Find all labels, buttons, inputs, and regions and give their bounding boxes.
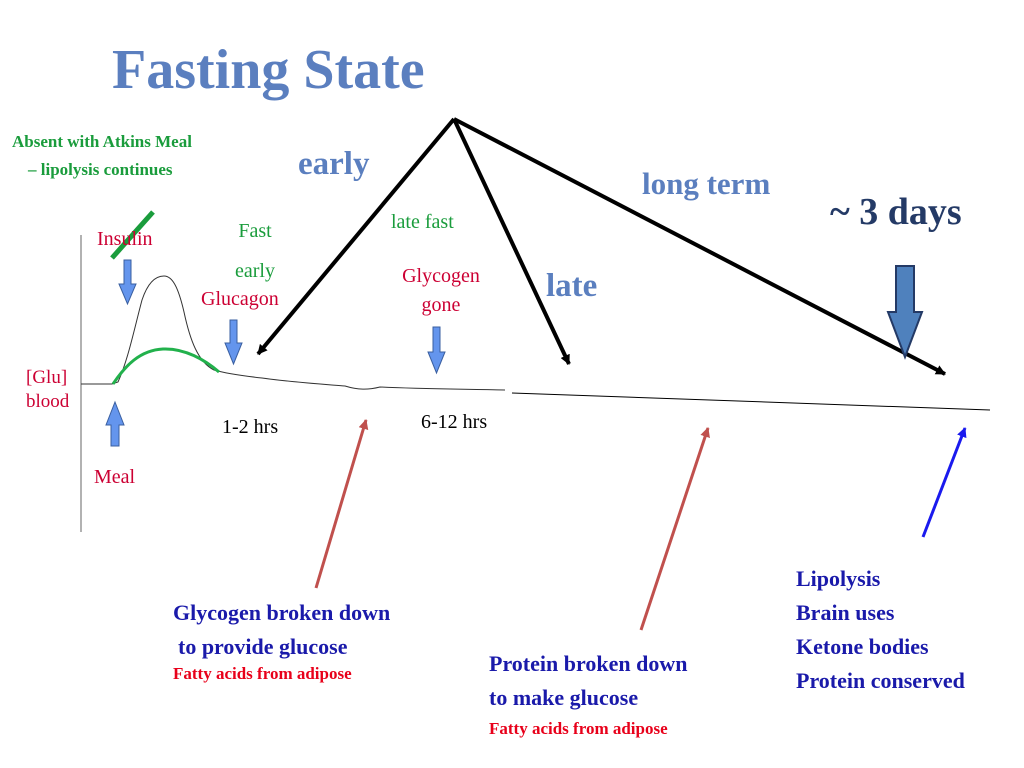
glucagon-down-arrow: [224, 319, 243, 366]
atkins-note-line1: Absent with Atkins Meal: [12, 132, 192, 151]
protein-note-line2: to make glucose: [489, 685, 639, 710]
page-title: Fasting State: [112, 39, 425, 101]
phase-early-label: early: [298, 146, 370, 182]
glycogen-note-line2: to provide glucose: [178, 634, 348, 659]
protein-note-sub: Fatty acids from adipose: [489, 719, 668, 738]
arrow-late: [452, 118, 571, 365]
phase-late-label: late: [546, 268, 598, 304]
glycogen-gone-label: Glycogen gone: [381, 262, 501, 320]
lipolysis-line3: Ketone bodies: [796, 634, 929, 659]
meal-up-arrow: [105, 400, 125, 447]
meal-label: Meal: [94, 466, 136, 488]
late-fast-label: late fast: [391, 211, 454, 233]
time-6-12-hrs: 6-12 hrs: [421, 411, 488, 433]
glycogen-word: Glycogen: [402, 265, 480, 287]
insulin-strike: [110, 210, 155, 260]
glucagon-label: Glucagon: [201, 288, 279, 310]
fast-label: Fast: [238, 220, 272, 242]
lipolysis-line1: Lipolysis: [796, 566, 881, 591]
time-1-2-hrs: 1-2 hrs: [222, 416, 279, 438]
three-days-label: ~ 3 days: [830, 191, 962, 233]
lipolysis-line4: Protein conserved: [796, 668, 965, 693]
insulin-down-arrow: [118, 259, 137, 306]
blood-label: blood: [26, 391, 70, 412]
three-days-down-arrow: [886, 265, 924, 360]
arrow-long-term: [453, 117, 946, 376]
arrow-early: [256, 117, 456, 356]
glu-label: [Glu]: [26, 367, 68, 388]
lipolysis-note: Lipolysis Brain uses Ketone bodies Prote…: [796, 562, 965, 698]
glycogen-note: Glycogen broken down to provide glucose …: [173, 596, 390, 684]
fast-early-label: Fast early: [224, 211, 286, 291]
glu-blood-label: [Glu] blood: [26, 366, 69, 414]
lipolysis-line2: Brain uses: [796, 600, 895, 625]
glucose-curve: [111, 275, 506, 391]
insulin-label: Insulin: [97, 228, 153, 250]
protein-note-line1: Protein broken down: [489, 651, 688, 676]
glycogen-note-line1: Glycogen broken down: [173, 600, 391, 625]
late-fast-down-arrow: [427, 326, 446, 375]
timeline-line: [511, 392, 991, 411]
protein-pointer-arrow: [639, 427, 710, 631]
gone-word: gone: [421, 294, 461, 316]
atkins-note-line2: – lipolysis continues: [28, 160, 173, 179]
phase-long-term-label: long term: [642, 166, 771, 201]
glycogen-pointer-arrow: [314, 419, 369, 589]
atkins-note: Absent with Atkins Meal – lipolysis cont…: [12, 128, 192, 184]
phase-arrows: [256, 117, 946, 376]
glycogen-note-sub: Fatty acids from adipose: [173, 664, 352, 683]
lipolysis-pointer-arrow: [921, 427, 967, 538]
early-small-label: early: [235, 260, 275, 282]
insulin-curve: [111, 347, 220, 385]
protein-note: Protein broken down to make glucose Fatt…: [489, 647, 687, 739]
